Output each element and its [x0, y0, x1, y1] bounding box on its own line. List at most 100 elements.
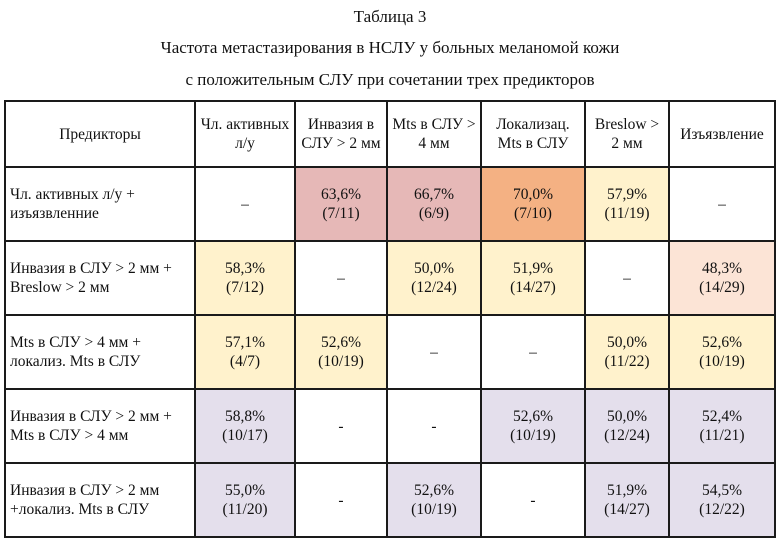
header-row: Предикторы Чл. активных л/у Инвазия в СЛ… — [4, 100, 776, 168]
cell-percent: – — [337, 269, 345, 287]
cell-percent: 55,0% — [224, 482, 266, 499]
value-cell: 50,0% (12/24) — [584, 388, 670, 464]
cell-percent: 50,0% — [413, 260, 455, 277]
value-cell: 52,6% (10/19) — [668, 314, 776, 390]
row-label: Инвазия в СЛУ > 2 мм + Mts в СЛУ > 4 мм — [4, 388, 196, 464]
table-row: Инвазия в СЛУ > 2 мм + Mts в СЛУ > 4 мм 5… — [4, 388, 776, 464]
cell-percent: 52,6% — [413, 482, 455, 499]
cell-percent: – — [430, 343, 438, 361]
value-cell: - — [294, 388, 388, 464]
value-cell: 55,0% (11/20) — [194, 462, 296, 538]
cell-percent: 57,1% — [224, 334, 266, 351]
value-cell: 66,7% (6/9) — [386, 166, 482, 242]
cell-percent: - — [431, 417, 437, 435]
cell-fraction: (12/24) — [411, 279, 457, 296]
cell-percent: 52,6% — [320, 334, 362, 351]
cell-percent: 70,0% — [512, 186, 554, 203]
value-cell: – — [668, 166, 776, 242]
value-cell: – — [294, 240, 388, 316]
header-cell: Инвазия в СЛУ > 2 мм — [294, 100, 388, 168]
cell-fraction: (11/22) — [604, 353, 650, 370]
cell-fraction: (10/19) — [318, 353, 364, 370]
cell-percent: 50,0% — [606, 334, 648, 351]
value-cell: 52,4% (11/21) — [668, 388, 776, 464]
cell-fraction: (7/12) — [226, 279, 264, 296]
value-cell: 52,6% (10/19) — [480, 388, 586, 464]
value-cell: 58,3% (7/12) — [194, 240, 296, 316]
row-label: Инвазия в СЛУ > 2 мм +локализ. Mts в СЛУ — [4, 462, 196, 538]
value-cell: 57,9% (11/19) — [584, 166, 670, 242]
cell-fraction: (10/19) — [510, 427, 556, 444]
cell-percent: - — [530, 491, 536, 509]
value-cell: - — [294, 462, 388, 538]
cell-fraction: (4/7) — [229, 353, 261, 370]
cell-fraction: (7/10) — [514, 205, 552, 222]
cell-fraction: (12/24) — [604, 427, 650, 444]
cell-percent: 52,4% — [701, 408, 743, 425]
cell-percent: – — [623, 269, 631, 287]
value-cell: - — [480, 462, 586, 538]
table-number: Таблица 3 — [353, 7, 427, 26]
cell-fraction: (10/19) — [411, 501, 457, 518]
table-row: Чл. активных л/у + изъязвленние – 63,6% (7/… — [4, 166, 776, 242]
cell-percent: – — [241, 195, 249, 213]
cell-percent: 48,3% — [701, 260, 743, 277]
cell-percent: - — [338, 491, 344, 509]
predictors-table: Предикторы Чл. активных л/у Инвазия в СЛ… — [4, 100, 776, 538]
value-cell: – — [194, 166, 296, 242]
header-cell: Breslow > 2 мм — [584, 100, 670, 168]
cell-percent: 50,0% — [606, 408, 648, 425]
cell-percent: - — [338, 417, 344, 435]
table-title-line-1: Частота метастазирования в НСЛУ у больны… — [160, 38, 620, 57]
cell-fraction: (12/22) — [699, 501, 745, 518]
cell-fraction: (10/17) — [222, 427, 268, 444]
cell-percent: 52,6% — [701, 334, 743, 351]
value-cell: 50,0% (12/24) — [386, 240, 482, 316]
cell-percent: 57,9% — [606, 186, 648, 203]
cell-percent: 52,6% — [512, 408, 554, 425]
header-cell: Предикторы — [4, 100, 196, 168]
header-cell: Локализац. Mts в СЛУ — [480, 100, 586, 168]
value-cell: 57,1% (4/7) — [194, 314, 296, 390]
header-cell: Изъязвление — [668, 100, 776, 168]
value-cell: - — [386, 388, 482, 464]
cell-percent: 66,7% — [413, 186, 455, 203]
row-label: Mts в СЛУ > 4 мм + локализ. Mts в СЛУ — [4, 314, 196, 390]
table-row: Mts в СЛУ > 4 мм + локализ. Mts в СЛУ 57,… — [4, 314, 776, 390]
value-cell: 54,5% (12/22) — [668, 462, 776, 538]
value-cell: 50,0% (11/22) — [584, 314, 670, 390]
cell-percent: – — [529, 343, 537, 361]
value-cell: 51,9% (14/27) — [480, 240, 586, 316]
cell-fraction: (11/21) — [699, 427, 745, 444]
value-cell: – — [584, 240, 670, 316]
table-title-line-2: с положительным СЛУ при сочетании трех п… — [185, 70, 595, 89]
cell-fraction: (11/19) — [604, 205, 650, 222]
cell-percent: 54,5% — [701, 482, 743, 499]
cell-fraction: (6/9) — [418, 205, 450, 222]
value-cell: 48,3% (14/29) — [668, 240, 776, 316]
cell-fraction: (14/29) — [699, 279, 745, 296]
cell-fraction: (14/27) — [510, 279, 556, 296]
value-cell: 51,9% (14/27) — [584, 462, 670, 538]
cell-fraction: (11/20) — [222, 501, 268, 518]
cell-fraction: (10/19) — [699, 353, 745, 370]
row-label: Инвазия в СЛУ > 2 мм + Breslow > 2 мм — [4, 240, 196, 316]
value-cell: 58,8% (10/17) — [194, 388, 296, 464]
value-cell: – — [386, 314, 482, 390]
value-cell: 52,6% (10/19) — [386, 462, 482, 538]
cell-fraction: (7/11) — [322, 205, 360, 222]
cell-percent: 51,9% — [512, 260, 554, 277]
cell-percent: 58,3% — [224, 260, 266, 277]
value-cell: 70,0% (7/10) — [480, 166, 586, 242]
table-body: Чл. активных л/у + изъязвленние – 63,6% (7/… — [4, 166, 776, 538]
header-cell: Чл. активных л/у — [194, 100, 296, 168]
value-cell: – — [480, 314, 586, 390]
cell-percent: 51,9% — [606, 482, 648, 499]
row-label: Чл. активных л/у + изъязвленние — [4, 166, 196, 242]
value-cell: 63,6% (7/11) — [294, 166, 388, 242]
header-cell: Mts в СЛУ > 4 мм — [386, 100, 482, 168]
table-row: Инвазия в СЛУ > 2 мм +локализ. Mts в СЛУ… — [4, 462, 776, 538]
cell-percent: – — [718, 195, 726, 213]
cell-fraction: (14/27) — [604, 501, 650, 518]
